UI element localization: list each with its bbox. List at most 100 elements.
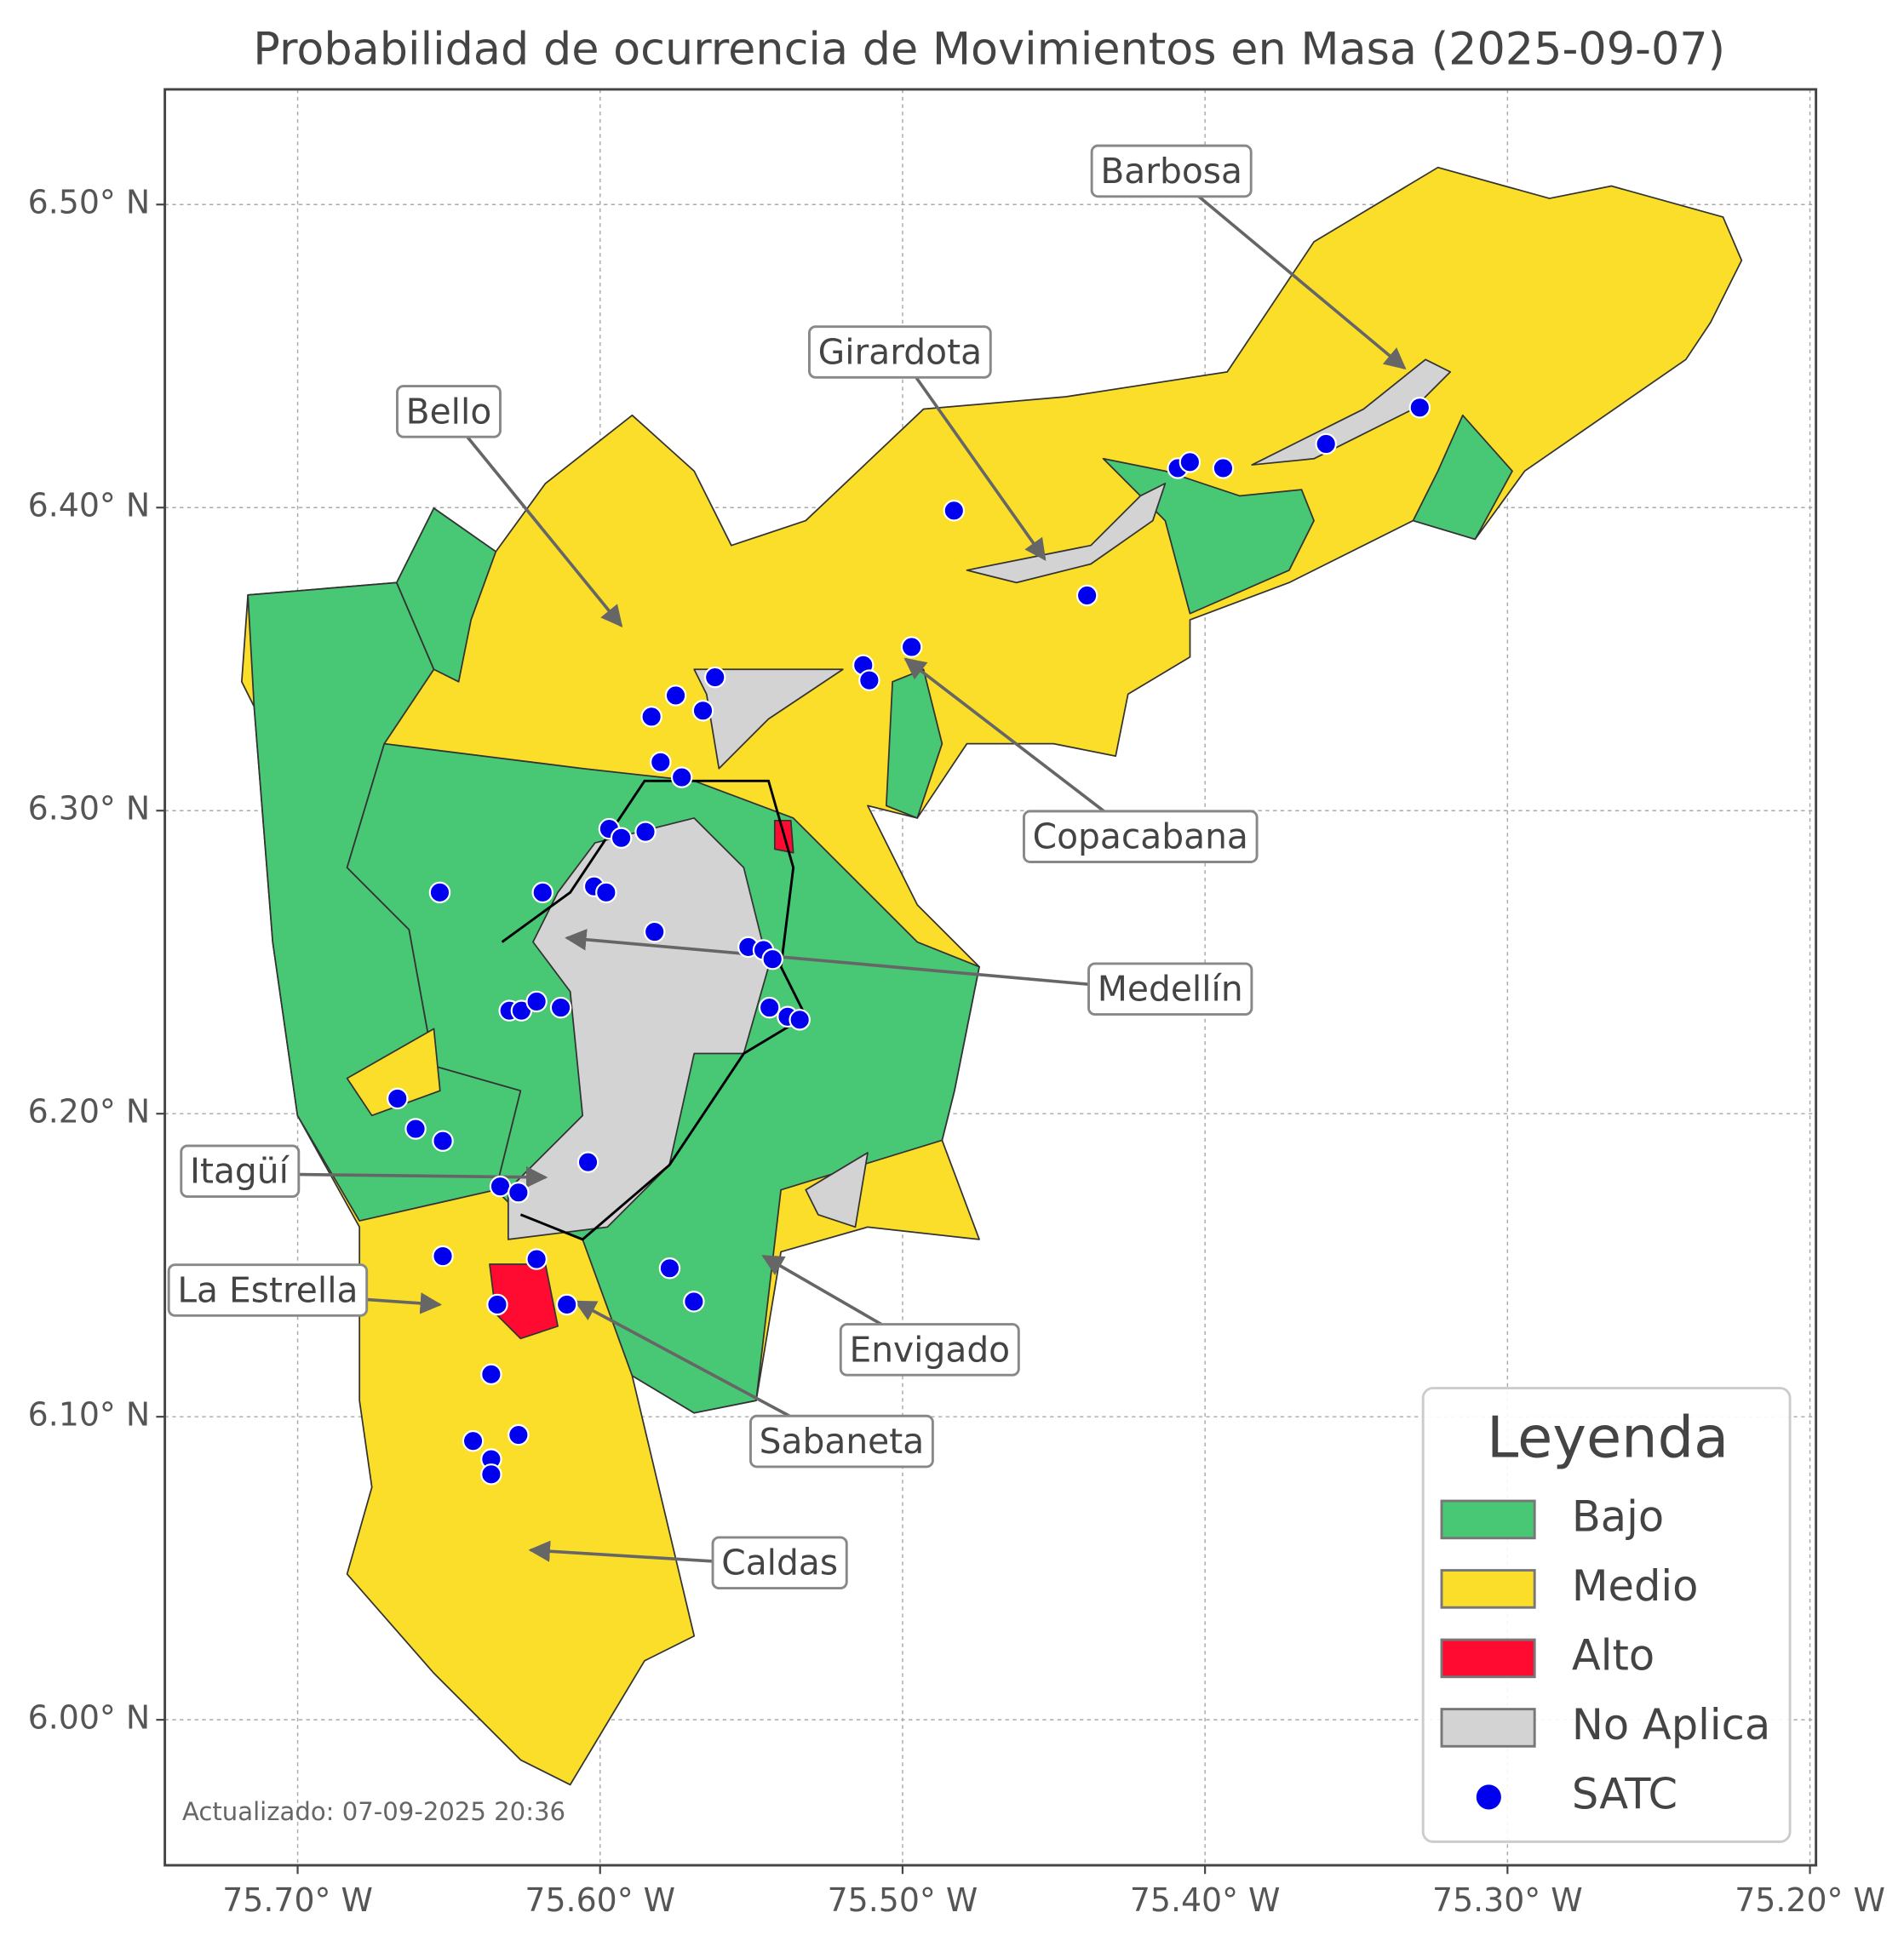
- y-tick-label: 6.40° N: [28, 487, 150, 524]
- annotation-label: Medellín: [1098, 969, 1243, 1010]
- annotation-arrow: [903, 657, 1142, 841]
- annotation: Caldas: [711, 1536, 848, 1590]
- legend-swatch: [1440, 1708, 1536, 1748]
- satc-point: [943, 500, 966, 522]
- legend-swatch: [1440, 1499, 1536, 1540]
- x-tick-label: 75.30° W: [1432, 1881, 1583, 1919]
- satc-point: [664, 684, 687, 707]
- y-tick-label: 6.10° N: [28, 1396, 150, 1434]
- region-no-aplica: [507, 817, 770, 1240]
- annotation-arrow: [565, 929, 1171, 993]
- legend-title: Leyenda: [1487, 1405, 1729, 1471]
- satc-point: [634, 821, 657, 843]
- annotation-label: Envigado: [849, 1329, 1010, 1370]
- satc-point: [789, 1009, 811, 1031]
- region-bajo: [1412, 414, 1513, 541]
- annotation-label: Caldas: [721, 1543, 838, 1583]
- annotation: Bello: [396, 385, 502, 438]
- legend-label: No Aplica: [1572, 1700, 1770, 1749]
- satc-point: [610, 827, 633, 849]
- annotation: Sabaneta: [749, 1414, 934, 1469]
- satc-point: [462, 1429, 485, 1452]
- x-tick-label: 75.70° W: [222, 1881, 373, 1919]
- satc-point: [480, 1363, 502, 1386]
- satc-point: [576, 1151, 599, 1173]
- satc-point: [549, 996, 572, 1019]
- region-no-aplica: [1251, 358, 1452, 466]
- satc-point: [658, 1257, 681, 1280]
- satc-point: [480, 1463, 502, 1486]
- region-bajo: [395, 507, 497, 683]
- x-tick-label: 75.50° W: [828, 1881, 978, 1919]
- legend-label: Medio: [1572, 1561, 1699, 1611]
- ticks: 75.70° W 75.60° W 75.50° W 75.40° W 75.30° W…: [28, 184, 1885, 1919]
- annotation: Itagüí: [180, 1144, 301, 1199]
- annotation-label: Copacabana: [1033, 816, 1248, 857]
- satc-point: [432, 1245, 454, 1268]
- satc-point: [643, 920, 666, 943]
- y-tick-label: 6.20° N: [28, 1093, 150, 1131]
- y-tick-label: 6.00° N: [28, 1699, 150, 1737]
- plot-frame: [163, 88, 1818, 1867]
- region-no-aplica: [805, 1152, 869, 1228]
- satc-point: [1408, 397, 1431, 419]
- annotation-arrow: [898, 353, 1047, 561]
- annotation: La Estrella: [167, 1263, 369, 1317]
- annotation-arrow: [1170, 172, 1407, 370]
- satc-point: [670, 766, 693, 788]
- annotation: Medellín: [1087, 962, 1253, 1016]
- annotation-box: [711, 1536, 848, 1590]
- satc-point: [683, 1291, 705, 1313]
- annotation-box: [1090, 144, 1253, 198]
- regions: [240, 166, 1743, 1786]
- annotations: Barbosa Girardota Bello Copacabana Medellín I…: [167, 144, 1407, 1590]
- satc-point: [555, 1293, 578, 1316]
- annotation-label: Bello: [406, 391, 492, 432]
- region-no-aplica: [966, 483, 1167, 584]
- satc-point: [508, 1423, 530, 1446]
- annotation-label: Itagüí: [190, 1151, 290, 1192]
- legend-label: Bajo: [1572, 1492, 1664, 1541]
- satc-point: [595, 881, 617, 904]
- annotation-box: [749, 1414, 934, 1469]
- legend: Leyenda Bajo Medio Alto No Aplica SATC: [1421, 1387, 1792, 1843]
- legend-label: SATC: [1572, 1769, 1677, 1818]
- satc-point: [525, 990, 548, 1013]
- satc-point: [508, 1182, 530, 1204]
- y-tick-label: 6.30° N: [28, 790, 150, 827]
- annotation: Girardota: [808, 325, 992, 379]
- legend-swatch: [1440, 1569, 1536, 1609]
- region-no-aplica: [693, 668, 844, 770]
- satc-point: [900, 636, 923, 658]
- satc-point: [703, 666, 726, 689]
- chart-title: Probabilidad de ocurrencia de Movimiento…: [253, 23, 1725, 75]
- satc-point: [486, 1293, 508, 1316]
- x-tick-label: 75.60° W: [525, 1881, 675, 1919]
- annotation-label: Girardota: [818, 332, 982, 373]
- y-tick-label: 6.50° N: [28, 184, 150, 221]
- satc-point: [650, 751, 672, 773]
- municipal-boundary: [501, 779, 808, 1241]
- annotation-box: [1087, 962, 1253, 1016]
- annotation: Copacabana: [1022, 810, 1259, 863]
- satc-point: [404, 1118, 427, 1140]
- satc-point: [761, 948, 783, 970]
- legend-marker: [1476, 1784, 1501, 1810]
- satc-point: [1075, 584, 1098, 607]
- satc-point: [858, 669, 880, 691]
- legend-label: Alto: [1572, 1630, 1655, 1680]
- annotation-label: La Estrella: [177, 1269, 358, 1310]
- annotation-label: Barbosa: [1100, 151, 1242, 192]
- annotation-box: [1022, 810, 1259, 863]
- annotation-label: Sabaneta: [760, 1421, 925, 1462]
- annotation-box: [167, 1263, 369, 1317]
- satc-point: [428, 881, 451, 904]
- satc-points: [387, 397, 1431, 1486]
- satc-point: [387, 1087, 409, 1110]
- legend-swatch: [1440, 1638, 1536, 1679]
- satc-point: [1179, 451, 1201, 473]
- satc-point: [432, 1130, 454, 1152]
- x-tick-label: 75.20° W: [1735, 1881, 1885, 1919]
- annotation-box: [396, 385, 502, 438]
